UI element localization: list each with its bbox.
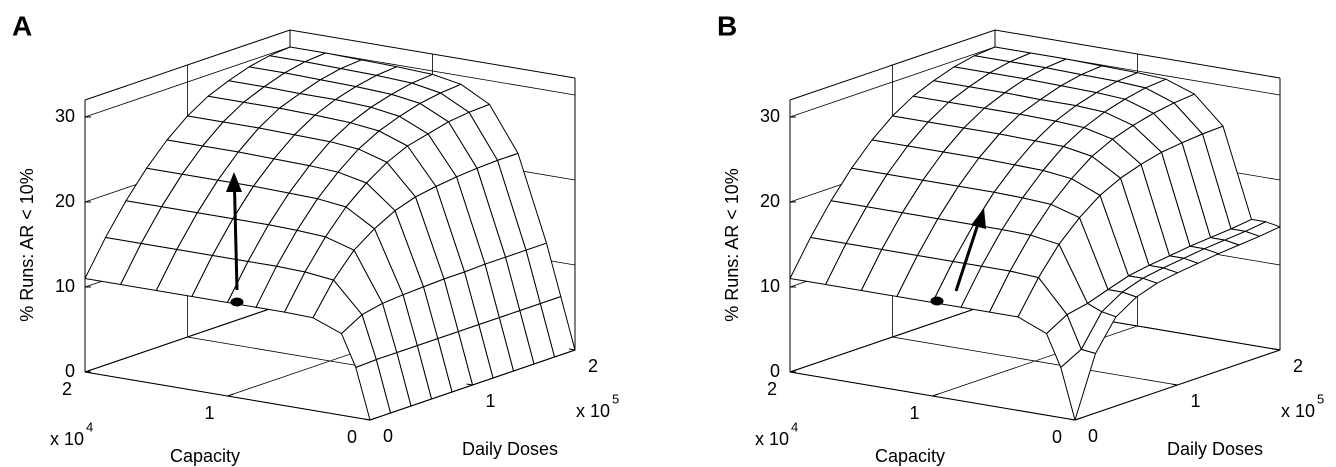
x-tick	[1273, 348, 1281, 351]
arrow-shaft	[954, 223, 980, 292]
x-scale-base: x 10	[576, 401, 610, 421]
panel-label: B	[717, 10, 737, 41]
x-scale-exponent: 5	[1317, 391, 1324, 406]
x-tick	[1171, 383, 1178, 386]
y-tick	[369, 417, 377, 421]
y-tick-label: 0	[1052, 427, 1062, 447]
x-tick	[363, 418, 371, 421]
x-tick	[568, 348, 576, 351]
z-axis-label: % Runs: AR < 10%	[722, 168, 742, 322]
x-tick-label: 0	[383, 426, 393, 446]
z-tick-label: 0	[65, 361, 75, 381]
y-tick	[84, 369, 92, 373]
x-tick	[466, 383, 473, 386]
y-tick-label: 2	[62, 379, 72, 399]
arrow-shaft	[233, 187, 239, 291]
z-tick-label: 20	[55, 191, 75, 211]
x-tick-label: 1	[485, 391, 495, 411]
y-axis-label: Capacity	[875, 446, 945, 466]
z-tick-label: 10	[760, 276, 780, 296]
panel-label: A	[12, 10, 32, 41]
y-scale-base: x 10	[755, 429, 789, 449]
y-tick-label: 1	[909, 403, 919, 423]
y-tick-label: 1	[204, 403, 214, 423]
z-tick-label: 20	[760, 191, 780, 211]
y-tick	[1074, 417, 1082, 421]
x-tick-label: 0	[1088, 426, 1098, 446]
x-axis-label: Daily Doses	[1167, 439, 1263, 459]
x-tick-label: 1	[1190, 391, 1200, 411]
z-tick-label: 0	[770, 361, 780, 381]
y-tick-label: 0	[347, 427, 357, 447]
y-axis-label: Capacity	[170, 446, 240, 466]
surface-cell	[1060, 348, 1096, 421]
x-tick-label: 2	[588, 356, 598, 376]
y-tick	[932, 393, 939, 397]
surface	[84, 46, 576, 421]
x-axis-label: Daily Doses	[462, 439, 558, 459]
z-tick-label: 30	[760, 106, 780, 126]
y-tick-label: 2	[767, 379, 777, 399]
annotations	[226, 172, 986, 307]
z-axis-label: % Runs: AR < 10%	[17, 168, 37, 322]
y-tick	[789, 369, 797, 373]
y-scale-exponent: 4	[791, 419, 798, 434]
x-scale-exponent: 5	[612, 391, 619, 406]
y-scale-exponent: 4	[86, 419, 93, 434]
surface	[789, 46, 1281, 421]
x-tick-label: 2	[1293, 356, 1303, 376]
y-scale-base: x 10	[50, 429, 84, 449]
arrow-head	[971, 208, 986, 229]
z-tick-label: 30	[55, 106, 75, 126]
start-dot	[930, 296, 944, 306]
arrow-head	[226, 172, 242, 192]
start-dot	[230, 297, 244, 307]
y-tick	[227, 393, 234, 397]
x-tick	[1068, 418, 1076, 421]
x-scale-base: x 10	[1281, 401, 1315, 421]
z-tick-label: 10	[55, 276, 75, 296]
